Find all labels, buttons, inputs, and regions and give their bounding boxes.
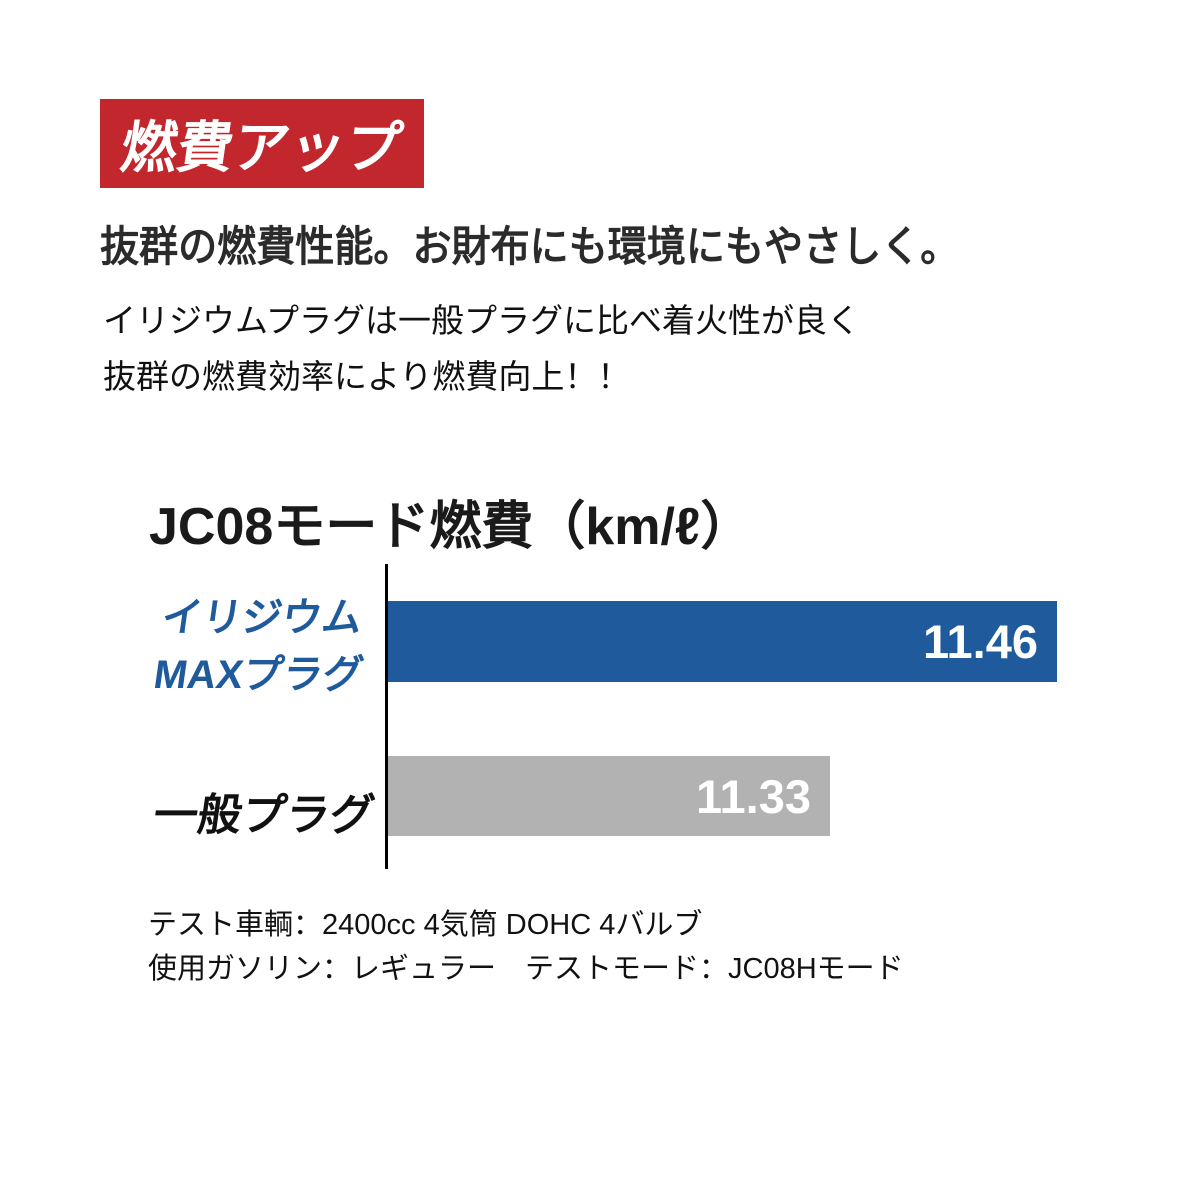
bar-normal-plug: 11.33	[388, 756, 830, 836]
bar-label-iridium-line-2: MAXプラグ	[150, 653, 367, 697]
bar-label-iridium-line-1: イリジウム	[158, 596, 366, 640]
footnote-test-conditions: 使用ガソリン：レギュラー テストモード：JC08Hモード	[148, 953, 904, 985]
fuel-up-badge-label: 燃費アップ	[117, 116, 406, 179]
chart-baseline-axis	[385, 564, 388, 869]
bar-label-normal-line-1: 一般プラグ	[150, 791, 378, 840]
chart-title: JC08モード燃費（km/ℓ）	[149, 498, 753, 556]
bar-value-normal-plug: 11.33	[695, 769, 811, 823]
description-line-2: 抜群の燃費効率により燃費向上！！	[103, 358, 631, 395]
description-line-1: イリジウムプラグは一般プラグに比べ着火性が良く	[103, 302, 861, 339]
bar-iridium-max-plug: 11.46	[388, 601, 1057, 682]
footnote-test-vehicle: テスト車輌：2400cc 4気筒 DOHC 4バルブ	[148, 909, 703, 941]
headline: 抜群の燃費性能。お財布にも環境にもやさしく。	[100, 223, 960, 270]
bar-label-normal-plug: 一般プラグ	[150, 779, 379, 843]
bar-value-iridium-max-plug: 11.46	[922, 615, 1038, 668]
bar-label-iridium-max-plug: イリジウム MAXプラグ	[150, 590, 375, 704]
fuel-up-badge: 燃費アップ	[100, 99, 424, 188]
